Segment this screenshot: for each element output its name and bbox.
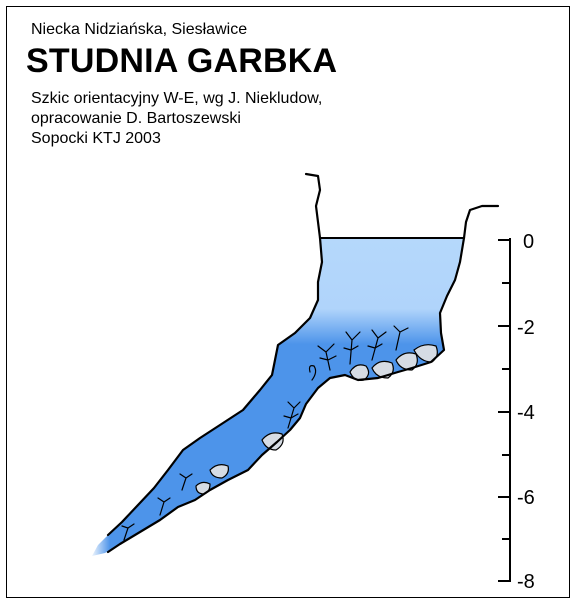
rock-debris xyxy=(195,344,438,495)
depth-tick-0: 0 xyxy=(523,231,534,253)
subtitle-line-2: opracowanie D. Bartoszewski xyxy=(31,110,241,127)
region-label: Niecka Nidziańska, Siesławice xyxy=(31,21,248,38)
formation-hatching xyxy=(121,325,409,541)
subtitle-line-1: Szkic orientacyjny W-E, wg J. Niekludow, xyxy=(31,90,323,107)
depth-tick-6: -6 xyxy=(517,487,535,509)
cave-outline xyxy=(106,172,500,554)
subtitle-line-3: Sopocki KTJ 2003 xyxy=(31,130,161,147)
depth-scale xyxy=(498,238,511,582)
depth-tick-8: -8 xyxy=(517,571,535,593)
drawing-frame xyxy=(6,6,570,598)
depth-tick-4: -4 xyxy=(517,402,535,424)
depth-tick-2: -2 xyxy=(517,317,535,339)
cave-title: STUDNIA GARBKA xyxy=(26,42,338,80)
water-body xyxy=(92,238,464,556)
